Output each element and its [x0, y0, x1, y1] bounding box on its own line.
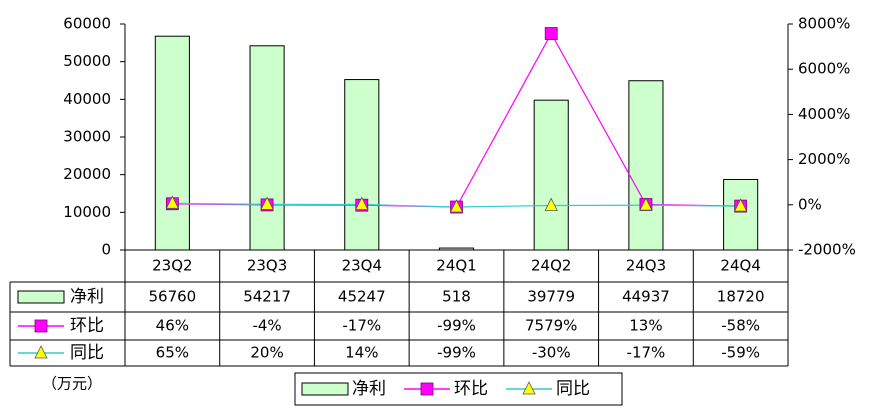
table-cell: -59% — [721, 344, 760, 362]
legend-label: 净利 — [352, 379, 386, 399]
y-tick-label: 20000 — [63, 165, 111, 183]
table-cell: 13% — [629, 317, 662, 335]
y2-tick-label: 8000% — [798, 15, 850, 33]
line-marker — [449, 199, 464, 213]
line-marker — [544, 27, 558, 40]
y-tick-label: 60000 — [63, 15, 111, 33]
y-tick-label: 30000 — [63, 128, 111, 146]
legend-marker — [34, 345, 48, 359]
bar — [154, 35, 190, 251]
table-cell: 20% — [250, 344, 283, 362]
x-tick-label: 23Q3 — [247, 257, 287, 275]
y2-tick-label: 4000% — [798, 105, 850, 123]
legend-marker — [522, 381, 536, 395]
bar — [344, 79, 380, 251]
legend-box — [294, 372, 623, 406]
table-cell: 46% — [156, 317, 189, 335]
y2-tick-label: 6000% — [798, 60, 850, 78]
table-row-label: 同比 — [70, 343, 104, 363]
table-cell: 7579% — [525, 317, 577, 335]
x-tick-label: 23Q2 — [152, 257, 192, 275]
bar — [628, 80, 664, 251]
y2-tick-label: 2000% — [798, 150, 850, 168]
bar — [249, 45, 285, 251]
legend-swatch — [17, 290, 65, 304]
table-cell: 39779 — [527, 288, 575, 306]
legend-marker — [34, 319, 48, 333]
y2-tick-label: -2000% — [798, 241, 856, 259]
table-row-label: 环比 — [70, 316, 104, 336]
y-tick-label: 40000 — [63, 90, 111, 108]
table-cell: -99% — [437, 344, 476, 362]
x-tick-label: 24Q1 — [436, 257, 476, 275]
legend-marker — [420, 382, 434, 396]
table-cell: -17% — [627, 344, 666, 362]
table-cell: -99% — [437, 317, 476, 335]
table-cell: 45247 — [338, 288, 386, 306]
table-cell: 18720 — [717, 288, 765, 306]
bar — [438, 247, 475, 251]
table-cell: 54217 — [243, 288, 291, 306]
table-cell: -58% — [721, 317, 760, 335]
y2-tick-label: 0% — [798, 195, 822, 213]
table-cell: 65% — [156, 344, 189, 362]
unit-label: （万元） — [42, 375, 102, 393]
legend-swatch — [301, 382, 349, 396]
table-cell: 14% — [345, 344, 378, 362]
y-tick-label: 50000 — [63, 52, 111, 70]
line-marker — [260, 196, 274, 210]
table-cell: 56760 — [148, 288, 196, 306]
table-row-label: 净利 — [70, 287, 104, 307]
line-marker — [639, 197, 653, 211]
x-tick-label: 23Q4 — [342, 257, 382, 275]
x-tick-label: 24Q4 — [720, 257, 760, 275]
bar — [533, 99, 569, 251]
table-cell: -30% — [532, 344, 571, 362]
bar — [723, 178, 759, 251]
y-tick-label: 10000 — [63, 203, 111, 221]
line-marker — [165, 195, 180, 209]
y-tick-label: 0 — [101, 241, 111, 259]
x-tick-label: 24Q3 — [626, 257, 666, 275]
legend-label: 环比 — [454, 379, 488, 399]
x-tick-label: 24Q2 — [531, 257, 571, 275]
table-cell: -4% — [252, 317, 281, 335]
legend-label: 同比 — [556, 379, 590, 399]
line-marker — [733, 198, 748, 212]
table-cell: -17% — [342, 317, 381, 335]
line-marker — [355, 196, 369, 210]
table-cell: 44937 — [622, 288, 670, 306]
table-cell: 518 — [442, 288, 471, 306]
line-marker — [544, 197, 558, 211]
